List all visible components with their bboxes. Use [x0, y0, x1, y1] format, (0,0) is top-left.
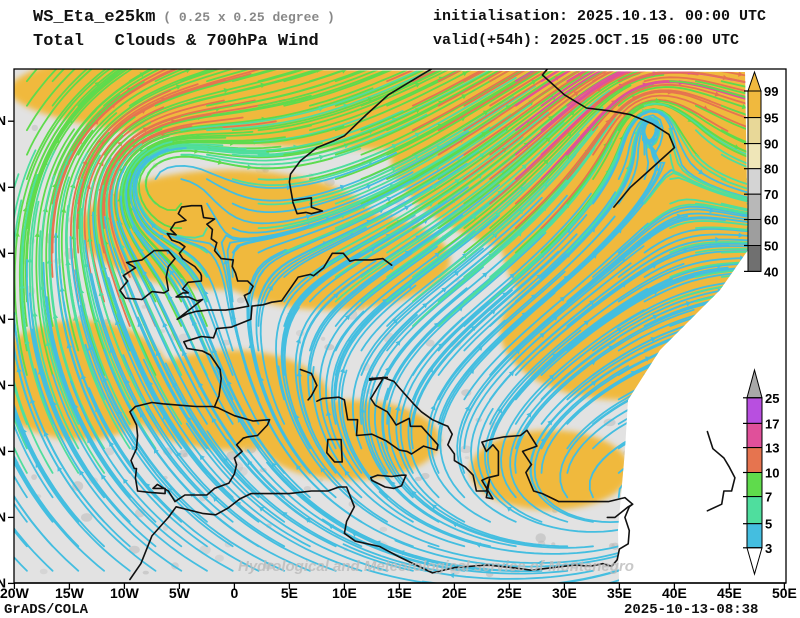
- svg-text:10W: 10W: [110, 585, 140, 601]
- svg-text:13: 13: [765, 441, 779, 456]
- svg-text:80: 80: [764, 162, 778, 177]
- svg-text:99: 99: [764, 84, 778, 99]
- svg-text:17: 17: [765, 416, 779, 431]
- svg-text:45E: 45E: [717, 585, 742, 601]
- svg-text:15W: 15W: [55, 585, 85, 601]
- svg-text:5W: 5W: [169, 585, 191, 601]
- svg-text:N: N: [0, 443, 6, 458]
- svg-text:20E: 20E: [442, 585, 467, 601]
- svg-text:N: N: [0, 245, 6, 260]
- svg-text:3: 3: [765, 541, 772, 556]
- svg-text:60: 60: [764, 213, 778, 228]
- svg-text:90: 90: [764, 137, 778, 152]
- svg-text:10E: 10E: [332, 585, 357, 601]
- svg-text:7: 7: [765, 490, 772, 505]
- svg-text:25E: 25E: [497, 585, 522, 601]
- svg-text:5: 5: [765, 517, 772, 532]
- svg-text:95: 95: [764, 111, 778, 126]
- svg-text:N: N: [0, 113, 6, 128]
- svg-text:30E: 30E: [552, 585, 577, 601]
- svg-text:50E: 50E: [772, 585, 797, 601]
- svg-text:N: N: [0, 575, 6, 590]
- svg-text:10: 10: [765, 466, 779, 481]
- svg-text:25: 25: [765, 391, 779, 406]
- svg-text:N: N: [0, 377, 6, 392]
- svg-text:0: 0: [231, 585, 239, 601]
- svg-text:15E: 15E: [387, 585, 412, 601]
- svg-text:N: N: [0, 509, 6, 524]
- svg-text:50: 50: [764, 239, 778, 254]
- svg-text:35E: 35E: [607, 585, 632, 601]
- svg-text:N: N: [0, 179, 6, 194]
- svg-text:40: 40: [764, 264, 778, 279]
- svg-text:40E: 40E: [662, 585, 687, 601]
- svg-text:N: N: [0, 311, 6, 326]
- svg-text:5E: 5E: [281, 585, 298, 601]
- svg-text:70: 70: [764, 187, 778, 202]
